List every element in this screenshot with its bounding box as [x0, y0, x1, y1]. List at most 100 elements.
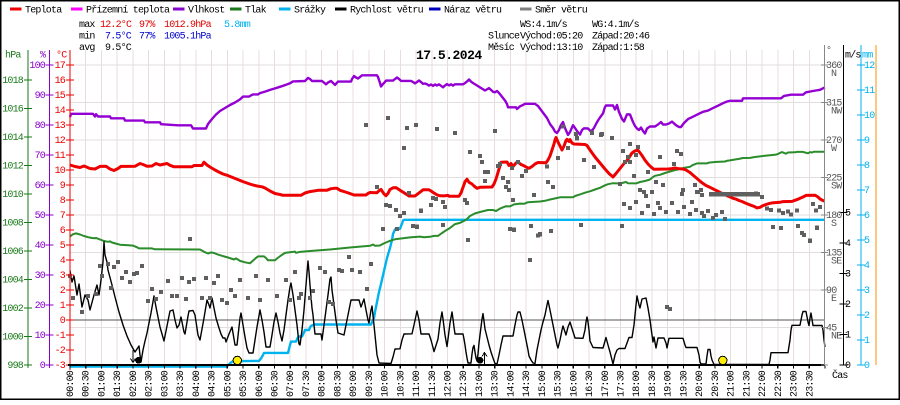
- svg-text:0: 0: [864, 361, 870, 372]
- svg-text:20:00: 20:00: [695, 370, 706, 397]
- svg-text:SE: SE: [831, 257, 842, 268]
- svg-text:16:30: 16:30: [585, 370, 596, 397]
- svg-text:19:00: 19:00: [664, 370, 675, 397]
- svg-text:WS:4.1m/s: WS:4.1m/s: [520, 19, 568, 31]
- svg-text:270: 270: [826, 136, 842, 147]
- svg-text:360: 360: [826, 61, 842, 72]
- svg-text:1000: 1000: [2, 333, 24, 344]
- svg-text:hPa: hPa: [5, 50, 21, 62]
- svg-text:10: 10: [55, 166, 66, 177]
- svg-text:3: 3: [845, 270, 851, 281]
- svg-text:Rychlost větru: Rychlost větru: [350, 5, 424, 17]
- svg-text:20: 20: [35, 301, 46, 312]
- svg-text:11:00: 11:00: [412, 370, 423, 397]
- svg-text:3: 3: [864, 286, 870, 297]
- svg-text:90: 90: [826, 286, 837, 297]
- svg-text:08:00: 08:00: [318, 370, 329, 397]
- svg-text:22:30: 22:30: [774, 370, 785, 397]
- svg-text:16: 16: [55, 76, 66, 87]
- svg-text:45: 45: [826, 324, 837, 335]
- svg-text:05:30: 05:30: [239, 370, 250, 397]
- svg-text:9: 9: [864, 136, 870, 147]
- svg-text:225: 225: [826, 174, 842, 185]
- svg-text:0: 0: [60, 316, 66, 327]
- svg-text:6: 6: [60, 226, 66, 237]
- svg-text:12:30: 12:30: [459, 370, 470, 397]
- svg-text:°: °: [826, 45, 831, 57]
- svg-text:02:00: 02:00: [129, 370, 140, 397]
- svg-text:7: 7: [60, 211, 66, 222]
- svg-text:10: 10: [35, 331, 46, 342]
- svg-text:5: 5: [864, 236, 870, 247]
- svg-text:100: 100: [29, 61, 45, 72]
- svg-text:NE: NE: [831, 332, 842, 343]
- svg-text:10:00: 10:00: [381, 370, 392, 397]
- svg-text:17:00: 17:00: [601, 370, 612, 397]
- svg-text:Východ:13:10: Východ:13:10: [520, 42, 583, 54]
- svg-text:1012: 1012: [2, 162, 24, 173]
- svg-text:19:30: 19:30: [679, 370, 690, 397]
- svg-text:7: 7: [864, 186, 870, 197]
- svg-text:SW: SW: [831, 182, 842, 193]
- svg-text:11: 11: [864, 86, 875, 97]
- svg-text:2: 2: [60, 286, 66, 297]
- svg-text:09:30: 09:30: [365, 370, 376, 397]
- svg-text:18:00: 18:00: [632, 370, 643, 397]
- svg-text:77%: 77%: [139, 32, 155, 43]
- svg-text:01:30: 01:30: [113, 370, 124, 397]
- svg-text:4: 4: [60, 256, 66, 267]
- svg-text:23:30: 23:30: [805, 370, 816, 397]
- svg-text:09:00: 09:00: [349, 370, 360, 397]
- svg-text:1006: 1006: [2, 247, 24, 258]
- svg-text:90: 90: [35, 91, 46, 102]
- svg-text:00:00: 00:00: [66, 370, 77, 397]
- svg-text:11:30: 11:30: [428, 370, 439, 397]
- svg-text:12: 12: [864, 61, 875, 72]
- svg-text:Západ:1:58: Západ:1:58: [592, 42, 645, 54]
- svg-text:1010: 1010: [2, 190, 24, 201]
- svg-text:1014: 1014: [2, 133, 24, 144]
- svg-text:8: 8: [864, 161, 870, 172]
- svg-text:18:30: 18:30: [648, 370, 659, 397]
- svg-text:05:00: 05:00: [223, 370, 234, 397]
- svg-text:17.5.2024: 17.5.2024: [416, 48, 482, 63]
- svg-text:1018: 1018: [2, 76, 24, 87]
- svg-text:12.2°C: 12.2°C: [100, 19, 132, 31]
- svg-text:7.5°C: 7.5°C: [105, 31, 132, 43]
- svg-text:E: E: [831, 294, 837, 305]
- svg-text:17: 17: [55, 61, 66, 72]
- svg-text:Západ:20:46: Západ:20:46: [592, 31, 650, 43]
- svg-text:Měsíc: Měsíc: [488, 42, 515, 54]
- svg-text:6: 6: [864, 211, 870, 222]
- svg-text:50: 50: [35, 211, 46, 222]
- svg-text:16:00: 16:00: [569, 370, 580, 397]
- svg-text:5: 5: [845, 209, 851, 220]
- svg-text:5.8mm: 5.8mm: [224, 20, 251, 31]
- svg-text:03:30: 03:30: [176, 370, 187, 397]
- svg-text:W: W: [831, 144, 837, 155]
- svg-text:%: %: [40, 51, 46, 62]
- svg-text:m/s: m/s: [845, 50, 861, 62]
- svg-text:4: 4: [864, 261, 870, 272]
- svg-text:12:00: 12:00: [444, 370, 455, 397]
- svg-text:20:30: 20:30: [711, 370, 722, 397]
- svg-text:1016: 1016: [2, 105, 24, 116]
- svg-text:2: 2: [845, 300, 851, 311]
- svg-text:12: 12: [55, 136, 66, 147]
- svg-text:min: min: [79, 31, 95, 43]
- svg-text:08:30: 08:30: [333, 370, 344, 397]
- svg-text:15:00: 15:00: [538, 370, 549, 397]
- svg-text:13:30: 13:30: [491, 370, 502, 397]
- svg-text:23:00: 23:00: [790, 370, 801, 397]
- svg-text:1012.9hPa: 1012.9hPa: [164, 19, 212, 31]
- svg-text:0: 0: [40, 361, 46, 372]
- svg-text:1: 1: [864, 336, 870, 347]
- svg-text:06:00: 06:00: [255, 370, 266, 397]
- svg-text:1008: 1008: [2, 219, 24, 230]
- svg-text:30: 30: [35, 271, 46, 282]
- svg-text:Tlak: Tlak: [245, 5, 267, 17]
- svg-text:03:00: 03:00: [160, 370, 171, 397]
- svg-text:9: 9: [60, 181, 66, 192]
- svg-text:01:00: 01:00: [98, 370, 109, 397]
- svg-text:97%: 97%: [139, 20, 155, 31]
